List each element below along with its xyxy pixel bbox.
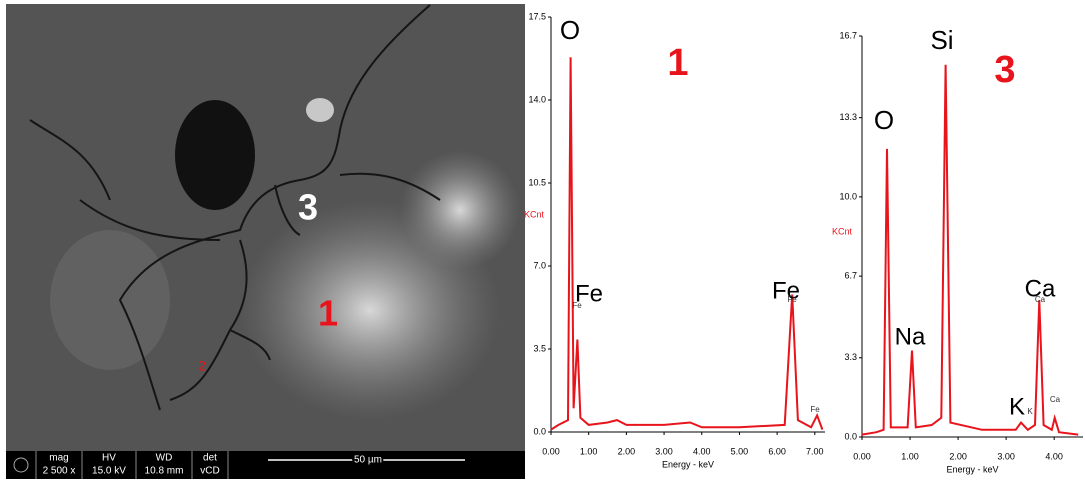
info-bar-bg — [6, 451, 525, 479]
x-tick-label: 3.00 — [655, 446, 673, 456]
info-header: det — [203, 453, 217, 464]
y-tick-label: 13.3 — [839, 112, 857, 122]
chart-title: 1 — [667, 42, 688, 84]
x-tick-label: 6.00 — [768, 446, 786, 456]
x-tick-label: 2.00 — [949, 451, 967, 461]
x-axis-label: Energy - keV — [946, 464, 998, 474]
x-tick-label: 4.00 — [693, 446, 711, 456]
info-value: 15.0 kV — [92, 466, 126, 477]
peak-label: Na — [895, 323, 926, 350]
y-tick-label: 16.7 — [839, 30, 857, 40]
x-axis-label: Energy - keV — [662, 459, 714, 469]
y-tick-label: 0.0 — [533, 426, 546, 436]
scale-label: 50 µm — [354, 455, 382, 466]
info-value: 2 500 x — [43, 466, 76, 477]
figure: 3 1 2 mag 2 500 x HV 15.0 kV WD 10.8 mm det vCD… — [0, 0, 1085, 479]
info-bar: mag 2 500 x HV 15.0 kV WD 10.8 mm det vCD 50 µm — [6, 451, 525, 479]
region-label: 3 — [298, 187, 318, 228]
x-tick-label: 1.00 — [901, 451, 919, 461]
sem-crystals — [400, 150, 520, 270]
x-tick-label: 5.00 — [731, 446, 749, 456]
x-tick-label: 4.00 — [1045, 451, 1063, 461]
y-tick-label: 6.7 — [844, 270, 857, 280]
y-axis-label: KCnt — [524, 209, 545, 219]
peak-label: Fe — [572, 301, 582, 310]
peak-label: O — [560, 15, 580, 45]
peak-label: K — [1009, 393, 1025, 420]
chart-title: 3 — [994, 49, 1015, 91]
info-header: HV — [102, 453, 116, 464]
y-tick-label: 14.0 — [528, 94, 546, 104]
region-label: 2 — [198, 358, 206, 374]
x-tick-label: 2.00 — [618, 446, 636, 456]
y-tick-label: 10.0 — [839, 191, 857, 201]
sem-pore — [175, 100, 255, 210]
y-tick-label: 7.0 — [533, 260, 546, 270]
peak-label: K — [1027, 407, 1033, 416]
x-tick-label: 7.00 — [806, 446, 824, 456]
page: 3 1 2 mag 2 500 x HV 15.0 kV WD 10.8 mm det vCD… — [0, 0, 1085, 484]
info-value: 10.8 mm — [145, 466, 184, 477]
peak-label: Si — [930, 25, 953, 55]
sem-image: 3 1 2 — [6, 4, 525, 451]
peak-label: Fe — [810, 405, 820, 414]
sem-region — [50, 230, 170, 370]
peak-label: Ca — [1050, 395, 1061, 404]
info-value: vCD — [200, 466, 219, 477]
y-axis-label: KCnt — [832, 226, 853, 236]
spectrum-line — [551, 57, 822, 429]
region-label: 1 — [318, 293, 338, 334]
y-tick-label: 0.0 — [844, 431, 857, 441]
sem-particle — [306, 98, 334, 122]
peak-label: Ca — [1035, 295, 1046, 304]
x-tick-label: 3.00 — [997, 451, 1015, 461]
spectrum-line — [862, 65, 1078, 435]
x-tick-label: 1.00 — [580, 446, 598, 456]
info-header: WD — [156, 453, 173, 464]
y-tick-label: 3.3 — [844, 352, 857, 362]
y-tick-label: 10.5 — [528, 177, 546, 187]
peak-label: Fe — [787, 295, 797, 304]
y-tick-label: 3.5 — [533, 343, 546, 353]
peak-label: O — [874, 105, 894, 135]
x-tick-label: 0.00 — [542, 446, 560, 456]
x-tick-label: 0.00 — [853, 451, 871, 461]
info-header: mag — [49, 453, 68, 464]
y-tick-label: 17.5 — [528, 11, 546, 21]
